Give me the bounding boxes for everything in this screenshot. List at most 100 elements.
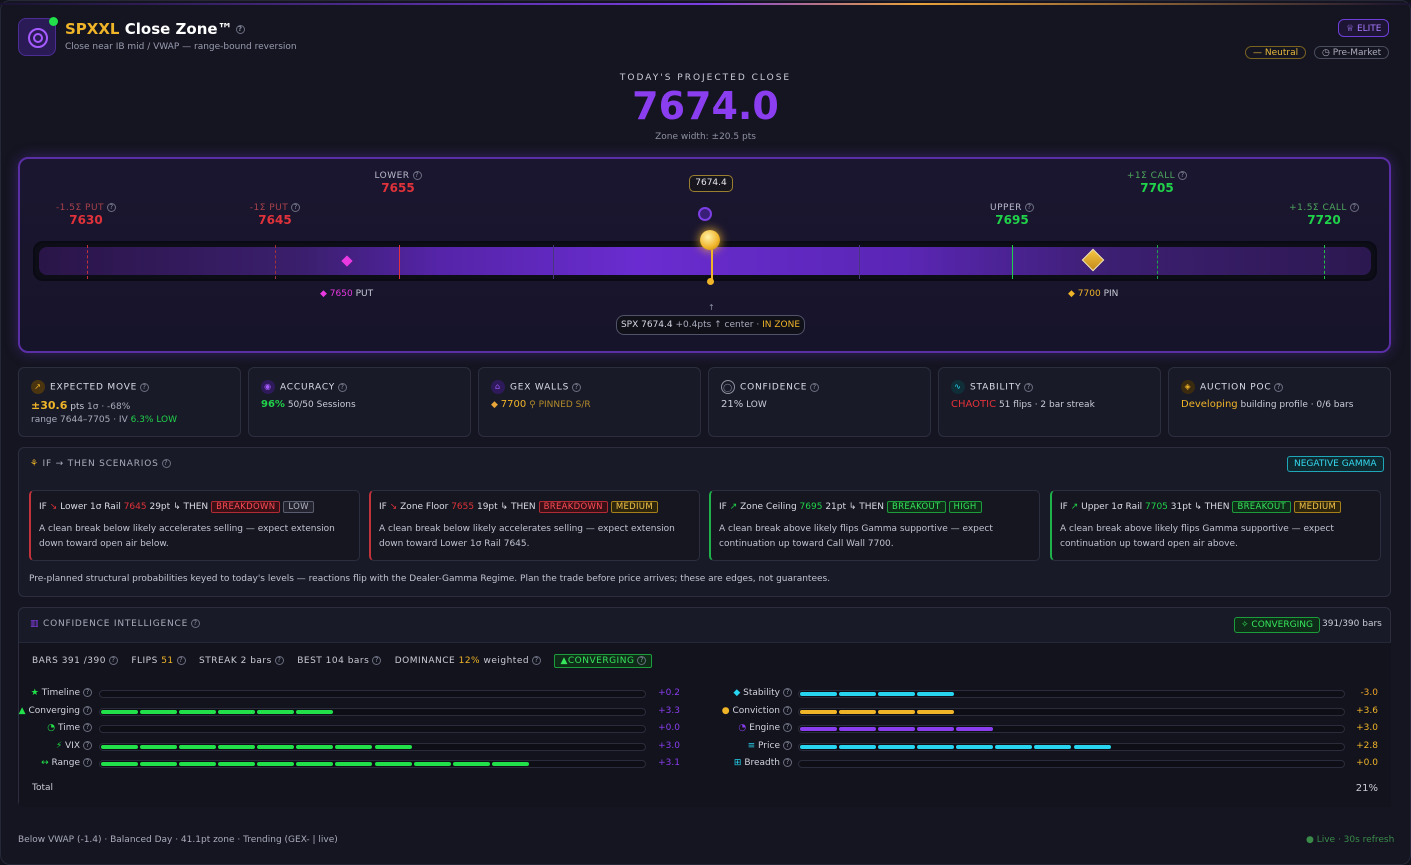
- current-price-box: 7674.4: [689, 175, 733, 192]
- elite-badge[interactable]: ♕ ELITE: [1338, 19, 1390, 37]
- metric-row-timeline: ★ Timeline? +0.2: [0, 688, 1411, 700]
- metric-label: ◆ Stability?: [697, 688, 792, 698]
- metric-row-time: ◔ Time? +0.0: [0, 723, 1411, 735]
- scenarios-footnote: Pre-planned structural probabilities key…: [29, 574, 831, 584]
- metric-bar-segment: [257, 709, 295, 714]
- total-label: Total: [32, 783, 54, 793]
- metric-bar-segment: [956, 727, 994, 731]
- total-value: 21%: [1355, 783, 1378, 794]
- projected-close-value: 7674.0: [632, 84, 779, 128]
- metric-bar-segment: [1073, 744, 1111, 749]
- metric-value: +0.0: [658, 723, 680, 733]
- level-plus-1-call[interactable]: +1Σ CALL? 7705: [1117, 171, 1197, 195]
- metric-bar-segment: [800, 744, 838, 749]
- help-icon[interactable]: ?: [235, 25, 245, 34]
- price-marker-icon[interactable]: [700, 230, 720, 250]
- metric-value: +2.8: [1356, 740, 1378, 751]
- metric-icon: ≡: [747, 740, 759, 751]
- metric-bar-segment: [218, 762, 256, 766]
- metric-bar-segment: [917, 709, 955, 714]
- metric-bar: [99, 707, 646, 716]
- metric-bar-segment: [878, 709, 916, 714]
- confidence-intel-body: [19, 642, 1391, 807]
- accent-line: [0, 3, 1411, 5]
- bars-count: 391/390 bars: [1322, 619, 1382, 629]
- metric-bar-segment: [800, 692, 838, 696]
- metric-bar: [99, 760, 646, 768]
- converging-badge: ✧ CONVERGING: [1234, 617, 1320, 633]
- metric-bar-segment: [839, 727, 877, 731]
- pin-tag: ◆ 7700 PIN: [1068, 289, 1119, 299]
- metric-row-engine: ◔ Engine? +3.0: [0, 723, 1411, 735]
- metric-value: -3.0: [1360, 688, 1378, 698]
- metric-bar-segment: [296, 744, 334, 749]
- scenario-card[interactable]: IF ↗ Zone Ceiling 7695 21pt ↳ THEN BREAKO…: [709, 490, 1040, 561]
- tick-upper: [1012, 245, 1013, 279]
- metric-label: ↔ Range?: [0, 758, 92, 768]
- metric-bar-segment: [374, 744, 412, 749]
- metric-icon: ◔: [738, 723, 750, 733]
- metric-bar-segment: [917, 727, 955, 731]
- target-icon: ◉: [261, 380, 275, 394]
- metric-icon: ◔: [47, 723, 58, 733]
- metric-bar-segment: [179, 709, 217, 714]
- tick-minus-1-5-put: [87, 245, 88, 279]
- scenario-card[interactable]: IF ↘ Zone Floor 7655 19pt ↳ THEN BREAKDOW…: [369, 490, 700, 561]
- projected-close-label: TODAY'S PROJECTED CLOSE: [619, 73, 792, 83]
- metric-icon: ●: [721, 705, 733, 716]
- zone-width: Zone width: ±20.5 pts: [655, 132, 756, 142]
- level-plus-1-5-call[interactable]: +1.5Σ CALL? 7720: [1284, 203, 1364, 227]
- metric-icon: ⚡: [55, 740, 66, 751]
- metric-label: ◔ Time?: [0, 723, 92, 733]
- level-lower[interactable]: LOWER? 7655: [358, 171, 438, 195]
- scenarios-title: ⚘ IF → THEN SCENARIOS?: [30, 459, 171, 469]
- metric-label: ⊞ Breadth?: [697, 758, 792, 768]
- auction-poc-card: ◈ AUCTION POC? Developing building profil…: [1168, 367, 1391, 437]
- walls-icon: ⌂: [491, 380, 505, 394]
- metric-label: ★ Timeline?: [0, 688, 92, 698]
- metric-row-vix: ⚡ VIX? +3.0: [0, 740, 1411, 753]
- metric-bar-segment: [956, 744, 994, 749]
- auction-icon: ◈: [1181, 380, 1195, 394]
- spx-price-pill: SPX 7674.4 +0.4pts ↑ center · IN ZONE: [616, 315, 805, 335]
- projection-marker-icon: [698, 207, 712, 221]
- metric-bar-segment: [452, 762, 490, 766]
- live-indicator: ● Live · 30s refresh: [1306, 835, 1395, 845]
- metric-bar-segment: [491, 762, 529, 766]
- tick-plus-1-call: [1157, 245, 1158, 279]
- scenario-card[interactable]: IF ↘ Lower 1σ Rail 7645 29pt ↳ THEN BREAK…: [29, 490, 360, 561]
- metric-row-range: ↔ Range? +3.1: [0, 758, 1411, 770]
- level-minus-1-5-put[interactable]: -1.5Σ PUT? 7630: [46, 203, 126, 227]
- metric-bar-segment: [179, 744, 217, 749]
- regime-badge: NEGATIVE GAMMA: [1287, 456, 1384, 472]
- metric-value: +3.0: [1356, 723, 1378, 733]
- scenario-card[interactable]: IF ↗ Upper 1σ Rail 7705 31pt ↳ THEN BREAK…: [1050, 490, 1381, 561]
- metric-value: +3.1: [658, 758, 680, 768]
- metric-bar-segment: [140, 709, 178, 714]
- metric-bar: [798, 742, 1345, 751]
- metric-bar-segment: [218, 709, 256, 714]
- metric-bar: [798, 690, 1345, 698]
- metric-row-price: ≡ Price? +2.8: [0, 740, 1411, 753]
- stability-card: ∿ STABILITY? CHAOTIC 51 flips · 2 bar str…: [938, 367, 1161, 437]
- app-subtitle: Close near IB mid / VWAP — range-bound r…: [65, 42, 297, 52]
- metric-row-converging: ▲ Converging? +3.3: [0, 705, 1411, 718]
- metric-bar-segment: [839, 692, 877, 696]
- metric-icon: ▲: [18, 705, 29, 716]
- level-minus-1-put[interactable]: -1Σ PUT? 7645: [235, 203, 315, 227]
- tick-plus-1-5-call: [1324, 245, 1325, 279]
- gex-walls-card: ⌂ GEX WALLS? ◆ 7700 ⚲ PINNED S/R: [478, 367, 701, 437]
- metric-bar-segment: [335, 744, 373, 749]
- metric-value: +0.0: [1356, 758, 1378, 768]
- metric-bar: [798, 707, 1345, 716]
- level-upper[interactable]: UPPER? 7695: [972, 203, 1052, 227]
- session-badge: ◷ Pre-Market: [1314, 46, 1390, 59]
- metric-row-stability: ◆ Stability? -3.0: [0, 688, 1411, 700]
- confidence-intel-title: ▥ CONFIDENCE INTELLIGENCE?: [30, 619, 201, 629]
- metric-bar-segment: [140, 762, 178, 766]
- metric-bar-segment: [839, 744, 877, 749]
- accuracy-card: ◉ ACCURACY? 96% 50/50 Sessions: [248, 367, 471, 437]
- metric-value: +3.6: [1356, 705, 1378, 716]
- app-logo: [18, 17, 58, 56]
- put-wall-tag: ◆ 7650 PUT: [320, 289, 374, 299]
